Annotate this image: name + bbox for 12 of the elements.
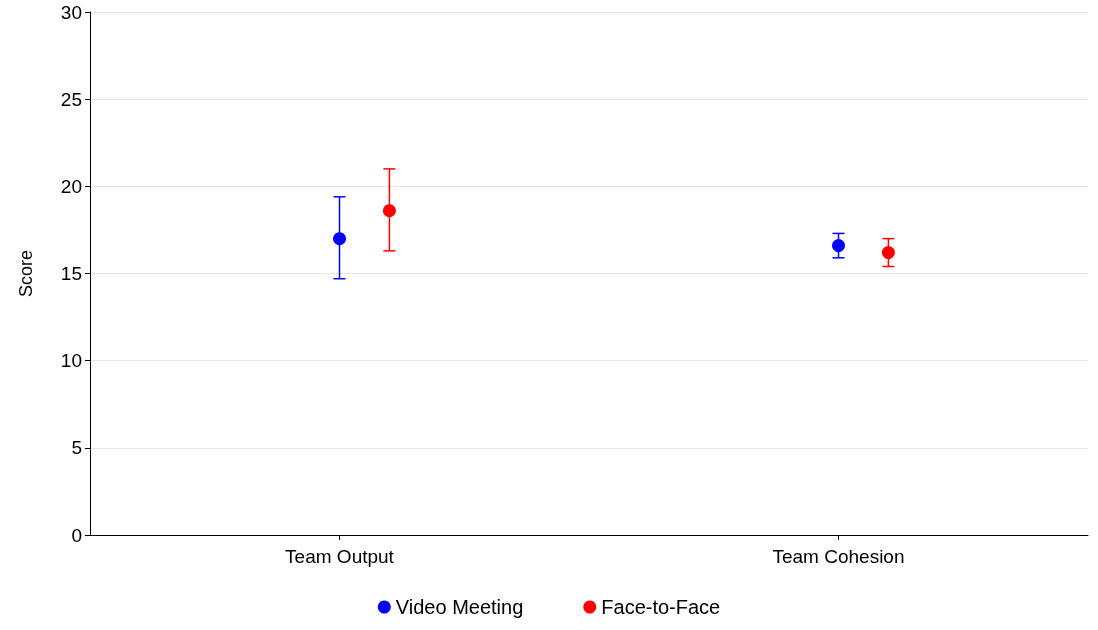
- x-tick-label: Team Output: [285, 546, 395, 567]
- y-tick-label: 30: [60, 1, 82, 23]
- y-tick-label: 5: [71, 437, 82, 459]
- legend-label: Video Meeting: [395, 596, 524, 618]
- y-tick-label: 25: [60, 88, 82, 110]
- legend-label: Face-to-Face: [601, 596, 721, 618]
- y-tick-label: 15: [60, 263, 82, 284]
- y-axis-title: Score: [16, 249, 36, 298]
- y-tick-label: 0: [71, 524, 82, 546]
- y-tick-label: 20: [60, 175, 82, 197]
- x-tick-label: Team Cohesion: [772, 546, 905, 567]
- y-tick-label: 10: [60, 350, 82, 372]
